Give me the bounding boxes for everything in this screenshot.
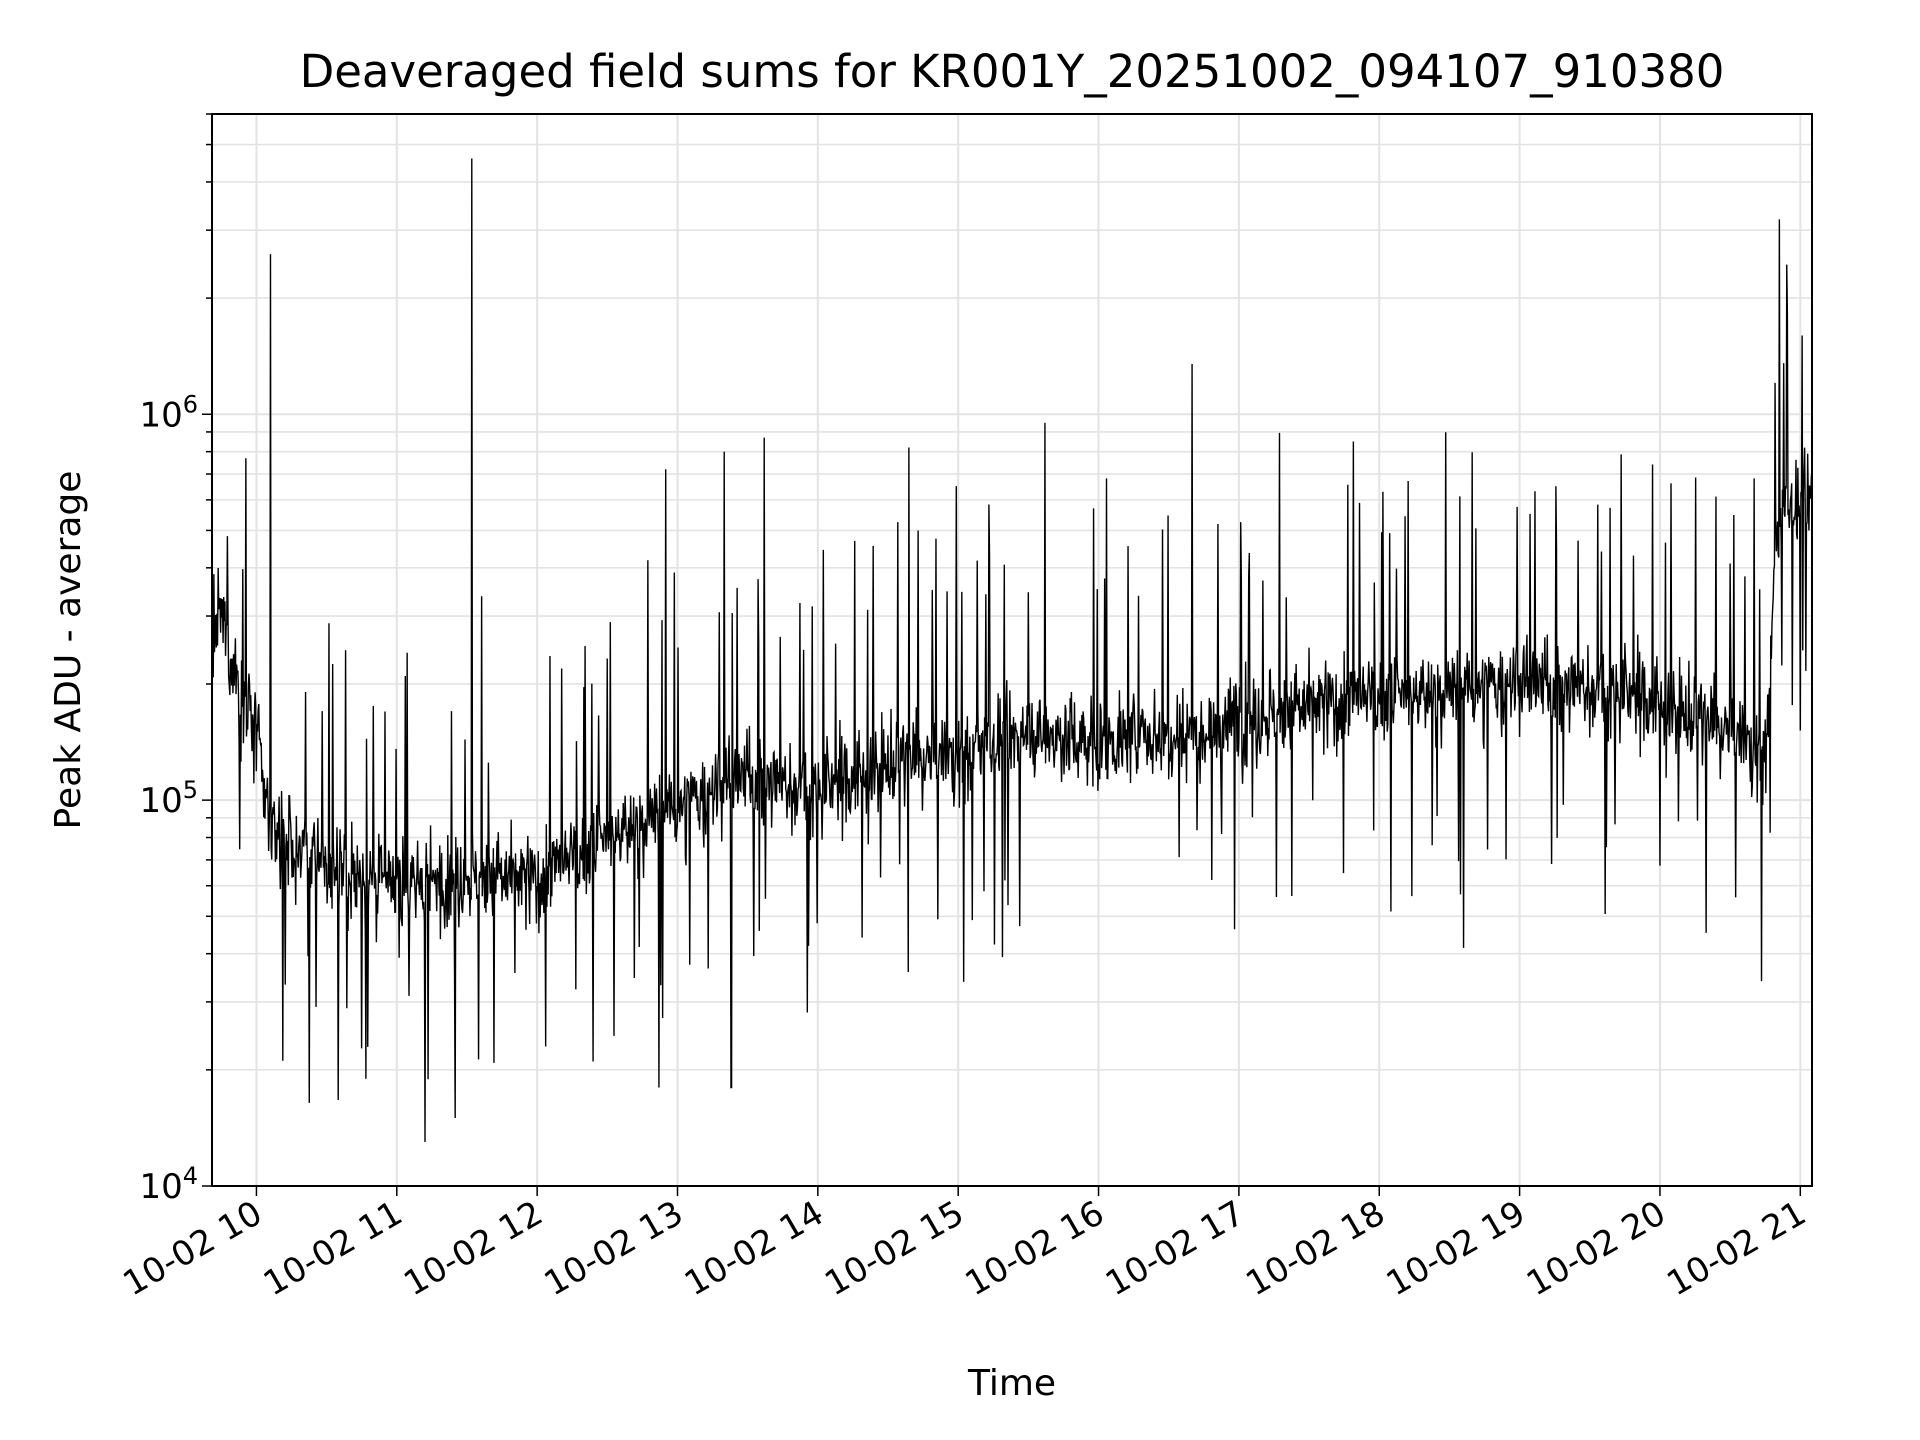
y-axis-label: Peak ADU - average [48,471,89,830]
plot-frame [211,113,1813,1187]
x-axis-label: Time [967,1363,1056,1404]
y-tick-label: 106 [139,390,198,435]
chart-title: Deaveraged field sums for KR001Y_2025100… [300,45,1725,98]
series-line [211,158,1813,1143]
y-tick-label: 104 [139,1162,198,1207]
data-series [211,158,1813,1143]
y-tick-label: 105 [139,776,198,821]
